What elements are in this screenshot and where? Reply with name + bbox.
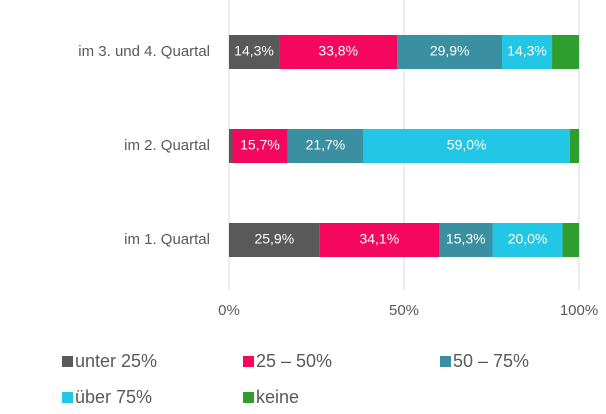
legend-label: 50 – 75% xyxy=(453,351,529,371)
bar-segment xyxy=(439,223,493,257)
bar-segment xyxy=(229,223,320,257)
data-label: 14,3% xyxy=(507,43,547,59)
bar-segment xyxy=(363,129,570,163)
x-tick-label: 100% xyxy=(560,302,598,319)
data-label: 25,9% xyxy=(254,231,294,247)
bar-segment xyxy=(279,35,398,69)
legend-label: über 75% xyxy=(75,387,152,407)
data-label: 21,7% xyxy=(306,137,346,153)
bar-segment xyxy=(562,223,579,257)
bar-segment xyxy=(229,35,280,69)
data-label: 59,0% xyxy=(447,137,487,153)
bar-segment xyxy=(569,129,579,163)
legend-swatch xyxy=(62,356,73,367)
bar-segment xyxy=(229,129,233,163)
data-label: 29,9% xyxy=(430,43,470,59)
legend-label: keine xyxy=(256,387,299,407)
data-label: 14,3% xyxy=(234,43,274,59)
bar-segment xyxy=(397,35,502,69)
bar-segment xyxy=(552,35,579,69)
bar-segment xyxy=(232,129,288,163)
legend-swatch xyxy=(243,392,254,403)
legend-label: 25 – 50% xyxy=(256,351,332,371)
x-tick-label: 50% xyxy=(389,302,419,319)
data-label: 15,3% xyxy=(446,231,486,247)
category-label: im 3. und 4. Quartal xyxy=(78,43,210,60)
x-tick-label: 0% xyxy=(218,302,240,319)
legend-label: unter 25% xyxy=(75,351,157,371)
category-label: im 2. Quartal xyxy=(124,137,210,154)
data-label: 34,1% xyxy=(359,231,399,247)
legend-swatch xyxy=(440,356,451,367)
data-label: 20,0% xyxy=(508,231,548,247)
data-label: 15,7% xyxy=(240,137,280,153)
legend-swatch xyxy=(62,392,73,403)
legend-swatch xyxy=(243,356,254,367)
bar-segment xyxy=(319,223,439,257)
data-label: 33,8% xyxy=(318,43,358,59)
bar-segment xyxy=(492,223,563,257)
category-label: im 1. Quartal xyxy=(124,231,210,248)
bar-segment xyxy=(502,35,553,69)
bar-segment xyxy=(287,129,364,163)
